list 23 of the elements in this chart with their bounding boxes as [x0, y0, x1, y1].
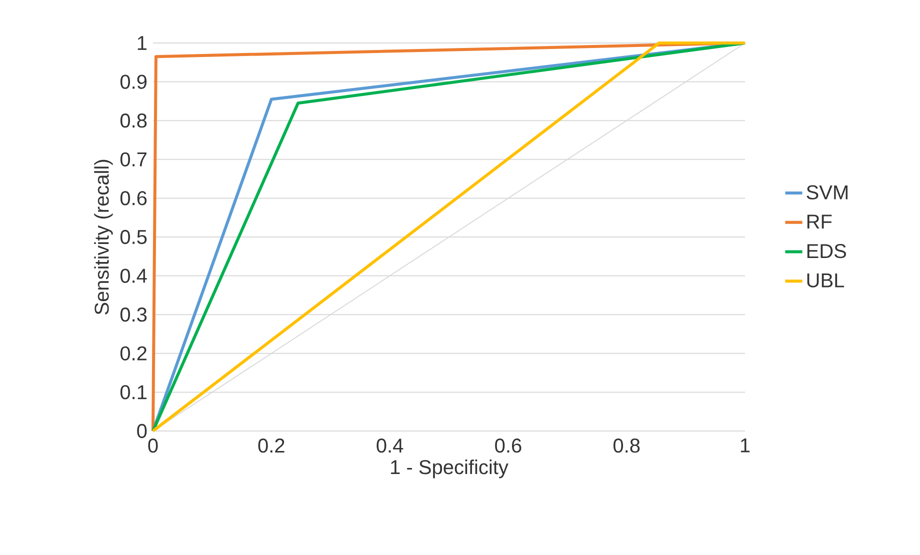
- y-tick-label: 0: [137, 424, 147, 438]
- y-tick-label: 0.3: [120, 308, 147, 322]
- y-tick-label: 0.4: [120, 268, 147, 283]
- y-tick-label: 0.2: [120, 346, 146, 360]
- legend-label: UBL: [807, 273, 844, 288]
- x-tick-label: 1: [740, 438, 750, 452]
- x-tick-label: 0.2: [258, 438, 284, 453]
- x-tick-label: 0.4: [376, 438, 404, 453]
- legend-label: RF: [807, 214, 832, 228]
- x-tick-label: 0: [148, 438, 158, 453]
- legend-label: EDS: [807, 244, 846, 258]
- y-tick-label: 0.7: [120, 152, 146, 166]
- y-tick-label: 0.1: [120, 385, 146, 400]
- y-tick-label: 0.8: [120, 114, 147, 128]
- y-axis-title: Sensitivity (recall): [94, 160, 113, 314]
- y-tick-label: 1: [138, 36, 146, 50]
- x-tick-label: 0.6: [495, 438, 522, 453]
- y-tick-label: 0.6: [120, 191, 147, 206]
- x-tick-label: 0.8: [613, 438, 640, 453]
- legend-label: SVM: [806, 185, 848, 200]
- y-tick-label: 0.9: [120, 74, 147, 89]
- y-tick-label: 0.5: [120, 230, 147, 244]
- x-axis-title: 1 - Specificity: [391, 460, 508, 478]
